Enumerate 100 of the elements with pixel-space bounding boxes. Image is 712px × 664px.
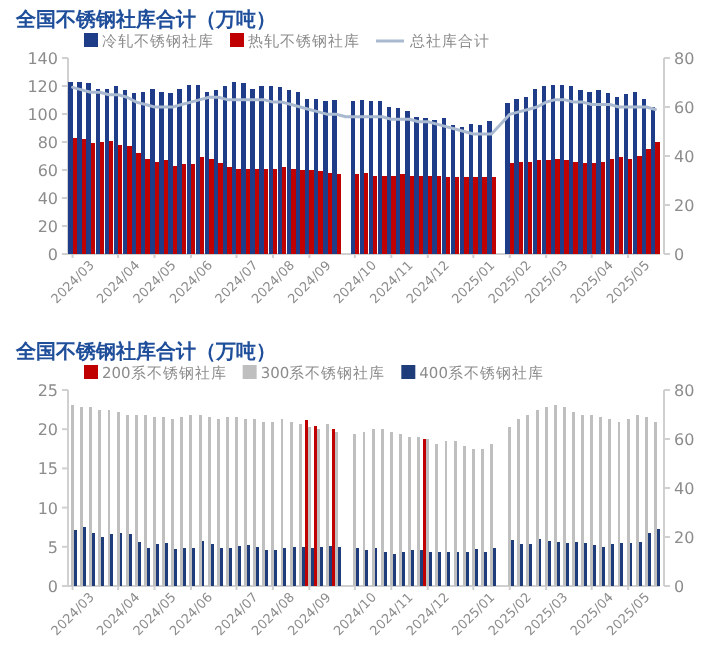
- bar: [163, 160, 168, 254]
- bar: [614, 97, 620, 254]
- line-series: [71, 85, 657, 136]
- bar: [509, 163, 515, 254]
- y2-tick-label: 0: [674, 578, 685, 596]
- bar: [177, 88, 182, 254]
- bar: [541, 86, 547, 254]
- chart-title: 全国不锈钢社库合计（万吨）: [14, 340, 276, 364]
- bar: [354, 174, 360, 254]
- bar: [241, 83, 246, 254]
- bar: [254, 168, 260, 254]
- bar: [127, 146, 132, 254]
- bar: [250, 88, 255, 254]
- bar: [396, 108, 401, 254]
- bar: [190, 164, 196, 254]
- y-tick-label: 20: [37, 218, 58, 236]
- bar: [213, 90, 219, 254]
- bar: [445, 177, 451, 254]
- bar: [491, 177, 496, 254]
- bar: [323, 101, 328, 254]
- bar: [405, 111, 410, 254]
- bar: [532, 88, 538, 254]
- bar: [113, 86, 119, 254]
- bar: [99, 142, 105, 254]
- bar: [505, 102, 510, 254]
- bar: [609, 158, 615, 254]
- bar: [414, 116, 419, 254]
- bar: [482, 177, 487, 254]
- y-tick-label: 0: [47, 578, 58, 596]
- bar: [550, 84, 556, 254]
- bar: [95, 88, 100, 254]
- bar: [223, 86, 228, 254]
- bar: [332, 100, 337, 254]
- y-tick-label: 100: [27, 106, 58, 124]
- bar: [537, 160, 542, 254]
- bar: [272, 168, 278, 254]
- y2-tick-label: 80: [674, 50, 695, 68]
- bar: [377, 101, 383, 254]
- bar: [282, 167, 287, 254]
- bar: [336, 174, 342, 254]
- bar: [136, 153, 141, 254]
- bar: [68, 81, 73, 254]
- y2-tick-label: 20: [674, 197, 695, 215]
- bar: [382, 175, 387, 254]
- bar: [236, 168, 241, 254]
- bar: [487, 121, 492, 254]
- bar: [560, 84, 565, 254]
- bar: [632, 91, 638, 254]
- y-tick-label: 25: [37, 382, 58, 400]
- bar: [587, 91, 592, 254]
- bar: [441, 118, 446, 254]
- y2-tick-label: 80: [674, 382, 695, 400]
- bar: [591, 163, 597, 254]
- bar: [227, 167, 232, 254]
- bar: [359, 100, 364, 254]
- bar: [245, 168, 250, 254]
- y-tick-label: 120: [27, 78, 58, 96]
- chart-title: 全国不锈钢社库合计（万吨）: [14, 8, 276, 32]
- y2-tick-label: 40: [674, 148, 695, 166]
- bar: [314, 98, 319, 254]
- bar: [596, 90, 601, 254]
- bar: [204, 91, 210, 254]
- bar: [464, 177, 469, 254]
- bar: [527, 161, 533, 254]
- bar: [90, 143, 96, 254]
- bar: [172, 165, 178, 254]
- bar: [300, 170, 305, 254]
- bar: [168, 93, 173, 254]
- bar: [232, 81, 237, 254]
- y-tick-label: 5: [47, 538, 58, 557]
- y-tick-label: 20: [37, 421, 58, 440]
- y2-tick-label: 60: [674, 99, 695, 117]
- y2-tick-label: 60: [674, 431, 695, 449]
- bar: [350, 101, 355, 254]
- bar: [291, 168, 296, 254]
- y-tick-label: 40: [37, 190, 58, 208]
- bar: [200, 157, 205, 254]
- bar: [478, 125, 483, 254]
- bar: [555, 158, 560, 254]
- bar: [364, 172, 369, 254]
- bar: [81, 139, 87, 254]
- bar: [518, 161, 524, 254]
- bar: [514, 98, 519, 254]
- bar: [86, 83, 91, 254]
- bar: [641, 98, 647, 254]
- y2-tick-label: 20: [674, 529, 695, 547]
- bar: [368, 101, 374, 254]
- bar: [637, 156, 642, 254]
- bar: [546, 160, 551, 254]
- bar: [391, 175, 396, 254]
- bar: [263, 168, 269, 254]
- bar: [195, 84, 201, 254]
- bar: [573, 161, 578, 254]
- bar: [150, 88, 155, 254]
- bar: [432, 119, 437, 254]
- bar: [569, 86, 574, 254]
- bar: [268, 86, 273, 254]
- bar: [455, 177, 460, 254]
- bar: [304, 98, 310, 254]
- y-tick-label: 0: [47, 246, 58, 264]
